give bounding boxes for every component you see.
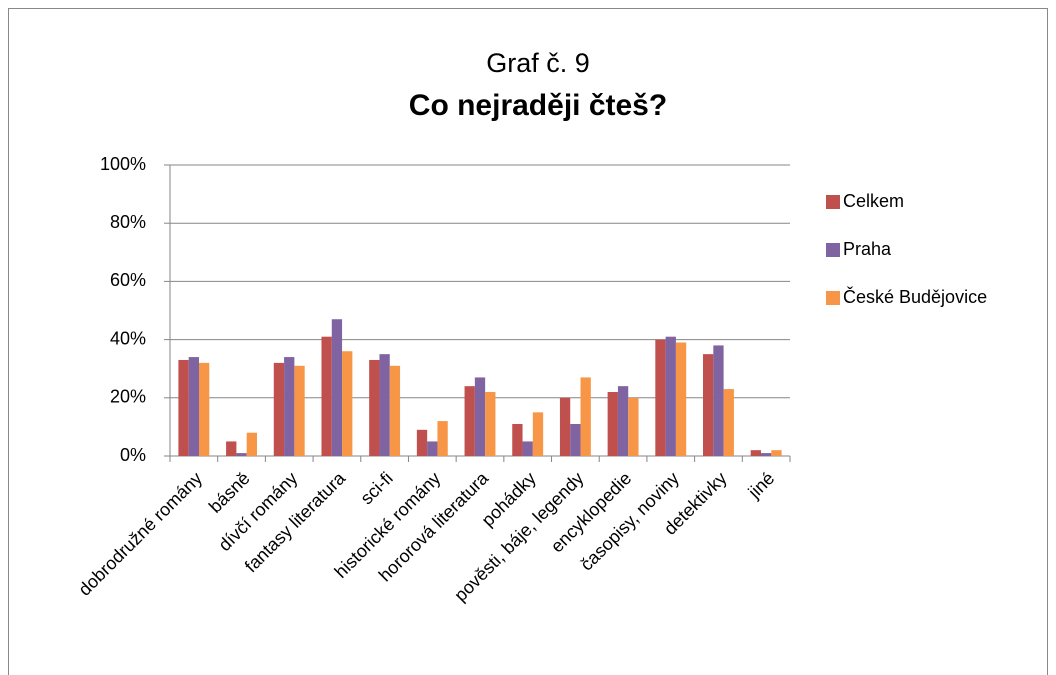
bar bbox=[464, 386, 475, 456]
chart-subtitle: Co nejraději čteš? bbox=[409, 89, 667, 122]
bar bbox=[761, 453, 772, 456]
bar bbox=[236, 453, 247, 456]
legend-swatch bbox=[826, 291, 840, 305]
bar bbox=[294, 365, 305, 456]
bar bbox=[246, 432, 257, 456]
bar bbox=[532, 412, 544, 456]
legend-swatch bbox=[826, 195, 840, 209]
bar bbox=[188, 357, 199, 456]
legend-swatch bbox=[826, 243, 840, 257]
bar bbox=[198, 362, 210, 456]
bar bbox=[522, 441, 533, 456]
bar bbox=[559, 397, 571, 456]
legend-label: Celkem bbox=[843, 191, 904, 211]
bar bbox=[750, 450, 762, 456]
bar bbox=[389, 365, 401, 456]
bar bbox=[485, 391, 496, 456]
bar bbox=[427, 441, 438, 456]
y-tick-label: 20% bbox=[110, 387, 146, 407]
bar bbox=[628, 397, 639, 456]
bar bbox=[178, 359, 189, 456]
bar bbox=[379, 354, 390, 456]
bar bbox=[675, 342, 687, 456]
bar bbox=[723, 389, 734, 456]
chart-frame bbox=[8, 8, 1048, 675]
bar bbox=[655, 339, 666, 456]
bar bbox=[771, 450, 782, 456]
y-tick-label: 0% bbox=[120, 445, 146, 465]
bar bbox=[416, 429, 428, 456]
y-tick-label: 40% bbox=[110, 328, 146, 348]
bar bbox=[331, 319, 343, 456]
bar bbox=[369, 359, 380, 456]
bar bbox=[321, 336, 332, 456]
bar bbox=[512, 423, 523, 456]
chart-title: Graf č. 9 bbox=[486, 48, 590, 78]
bar bbox=[713, 345, 724, 456]
y-tick-label: 60% bbox=[110, 270, 146, 290]
legend-label: České Budějovice bbox=[843, 286, 987, 307]
bar bbox=[226, 441, 237, 456]
bar bbox=[703, 354, 714, 456]
bar bbox=[273, 362, 285, 456]
y-tick-label: 80% bbox=[110, 212, 146, 232]
y-tick-label: 100% bbox=[100, 154, 146, 174]
bar bbox=[437, 421, 448, 456]
bar bbox=[342, 351, 353, 456]
bar bbox=[474, 377, 486, 456]
bar bbox=[617, 386, 629, 456]
bar bbox=[570, 423, 581, 456]
bar bbox=[580, 377, 591, 456]
bar bbox=[665, 336, 676, 456]
bar bbox=[607, 391, 618, 456]
legend-label: Praha bbox=[843, 239, 892, 259]
bar bbox=[284, 357, 295, 456]
